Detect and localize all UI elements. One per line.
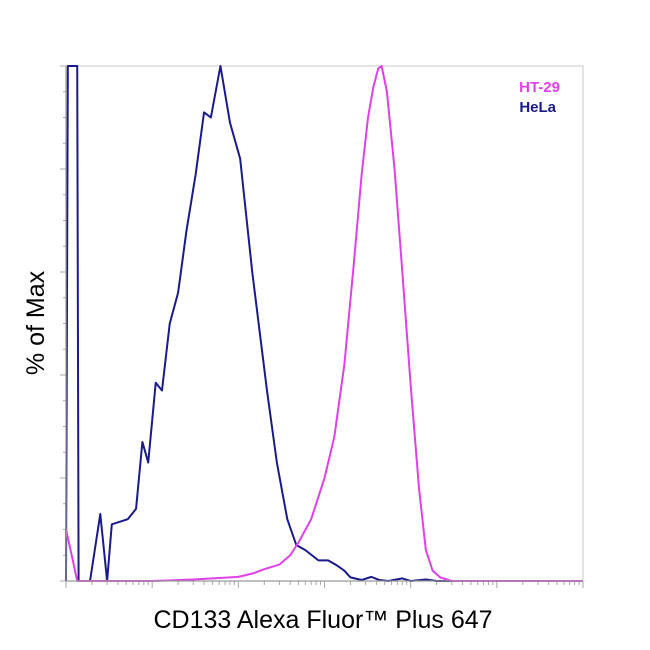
y-axis-ticks [60, 65, 66, 582]
series-layer [65, 65, 583, 582]
x-axis-title: CD133 Alexa Fluor™ Plus 647 [153, 606, 492, 634]
legend: HT-29 HeLa [519, 79, 560, 116]
x-axis-ticks [65, 581, 584, 588]
y-axis-title: % of Max [22, 270, 50, 375]
series-line-ht-29 [65, 65, 583, 582]
series-line-hela [65, 65, 583, 582]
legend-entry-hela: HeLa [519, 99, 556, 116]
legend-entry-ht-29: HT-29 [519, 79, 560, 96]
plot-frame [65, 65, 584, 582]
